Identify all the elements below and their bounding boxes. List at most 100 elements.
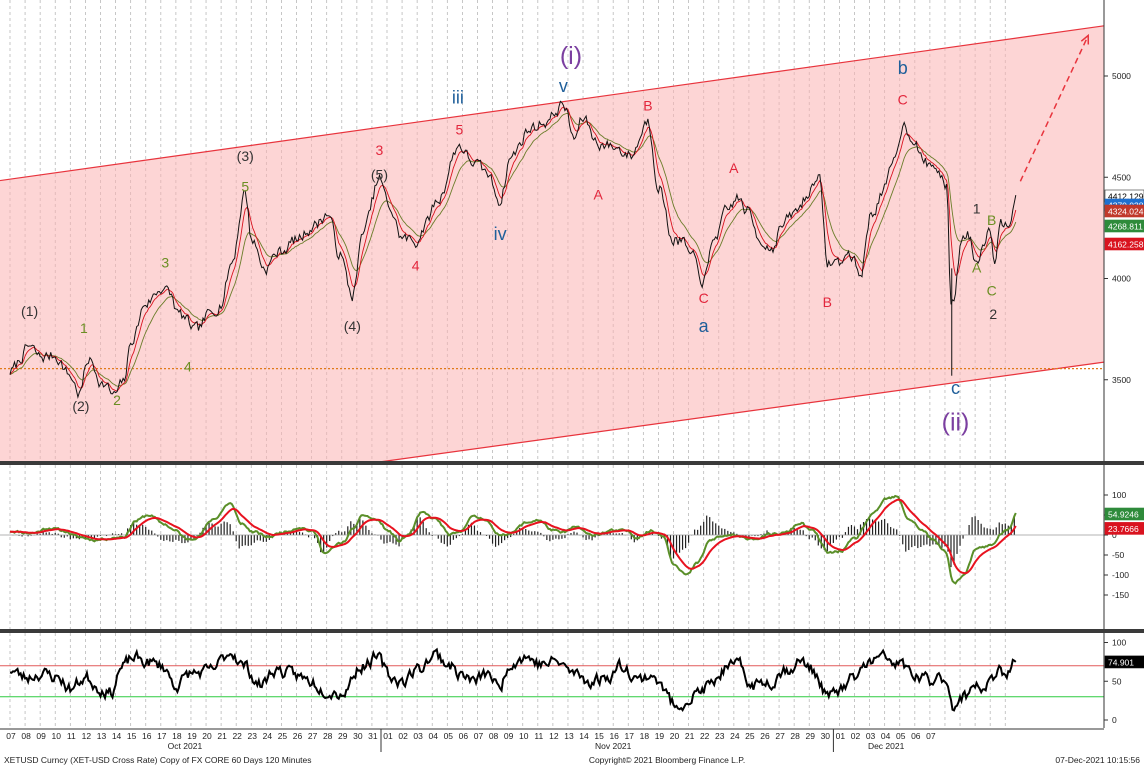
wave-label: A: [593, 187, 603, 203]
footer: XETUSD Curncy (XET-USD Cross Rate) Copy …: [4, 755, 1140, 765]
price-badge-bg: [1104, 237, 1144, 251]
x-tick-label: 15: [594, 731, 604, 741]
price-axis-tick-label: 4500: [1112, 172, 1131, 182]
price-badge-bg: [1104, 219, 1144, 233]
x-tick-label: 10: [52, 731, 62, 741]
wave-label: v: [559, 76, 568, 96]
x-tick-label: 02: [398, 731, 408, 741]
x-tick-label: 28: [790, 731, 800, 741]
wave-label: 2: [113, 392, 121, 408]
x-tick-label: 29: [338, 731, 348, 741]
wave-label: (4): [344, 318, 361, 334]
x-tick-label: 26: [760, 731, 770, 741]
osc-badge-bg: [1104, 507, 1144, 521]
wave-label: c: [951, 378, 960, 398]
wave-label: A: [972, 259, 982, 275]
x-tick-label: 12: [549, 731, 559, 741]
month-label: Dec 2021: [868, 741, 905, 751]
x-tick-label: 07: [6, 731, 16, 741]
panel-separator: [0, 461, 1144, 465]
x-tick-label: 12: [82, 731, 92, 741]
x-tick-label: 16: [142, 731, 152, 741]
wave-label: C: [987, 283, 997, 299]
wave-label: iv: [494, 224, 507, 244]
regression-channel-fill: [0, 25, 1104, 463]
x-tick-label: 06: [911, 731, 921, 741]
x-tick-label: 10: [519, 731, 529, 741]
price-badge: 4268.811: [1108, 222, 1143, 232]
x-tick-label: 04: [429, 731, 439, 741]
osc-axis-tick-label: 0: [1112, 530, 1117, 540]
wave-label: (2): [72, 398, 89, 414]
x-tick-label: 19: [655, 731, 665, 741]
x-tick-label: 16: [609, 731, 619, 741]
wave-label: B: [643, 97, 652, 113]
x-tick-label: 05: [444, 731, 454, 741]
x-tick-label: 25: [745, 731, 755, 741]
osc-axis-tick-label: -100: [1112, 570, 1129, 580]
x-tick-label: 01: [383, 731, 393, 741]
wave-label: 5: [241, 178, 249, 194]
channel-lower-line: [379, 361, 1105, 463]
rsi-panel: 0 50 100 74.901: [0, 633, 1144, 728]
wave-label: b: [898, 58, 908, 78]
month-label: Oct 2021: [168, 741, 203, 751]
price-badge: 4324.024: [1108, 207, 1144, 217]
footer-security-text: XETUSD Curncy (XET-USD Cross Rate) Copy …: [4, 755, 312, 765]
osc-axis-tick-label: -50: [1112, 550, 1125, 560]
x-tick-label: 23: [715, 731, 725, 741]
wave-label: C: [699, 290, 709, 306]
price-panel: (1)(2)1234(3)5(4)3(5)4iii5iv(i)vABACaBbC…: [0, 0, 1144, 463]
x-tick-label: 11: [67, 731, 76, 741]
projection-arrow-line: [1019, 35, 1089, 182]
price-axis-tick-label: 3500: [1112, 375, 1131, 385]
wave-label: A: [729, 160, 739, 176]
x-tick-label: 26: [293, 731, 303, 741]
wave-label: 2: [989, 306, 997, 322]
wave-label: 5: [455, 122, 463, 138]
osc-axis-tick-label: -150: [1112, 590, 1129, 600]
price-line: [9, 100, 1017, 400]
wave-label: a: [699, 316, 710, 336]
x-tick-label: 06: [459, 731, 469, 741]
rsi-line: [9, 647, 1017, 712]
x-tick-label: 18: [640, 731, 650, 741]
x-tick-label: 14: [112, 731, 122, 741]
x-tick-label: 03: [413, 731, 423, 741]
rsi-axis-tick-label: 50: [1112, 676, 1122, 686]
x-tick-label: 30: [821, 731, 831, 741]
osc-badge: 23.7666: [1108, 524, 1139, 534]
x-tick-label: 15: [127, 731, 137, 741]
x-tick-label: 02: [851, 731, 861, 741]
x-tick-label: 19: [187, 731, 197, 741]
x-tick-label: 03: [866, 731, 876, 741]
wave-label: B: [823, 294, 832, 310]
x-tick-label: 05: [896, 731, 906, 741]
x-tick-label: 07: [474, 731, 484, 741]
x-tick-label: 21: [217, 731, 227, 741]
panel-separator: [0, 629, 1144, 633]
x-tick-label: 23: [248, 731, 258, 741]
wave-label: B: [987, 212, 996, 228]
x-tick-label: 30: [353, 731, 363, 741]
price-badge: 4162.258: [1108, 240, 1144, 250]
wave-label: iii: [452, 87, 464, 107]
price-fast-ma-line: [9, 106, 1017, 392]
wave-label: 3: [161, 254, 169, 270]
price-badge-bg: [1104, 204, 1144, 218]
x-tick-label: 29: [806, 731, 816, 741]
x-tick-label: 13: [564, 731, 574, 741]
x-tick-label: 11: [534, 731, 543, 741]
wave-label: (5): [371, 166, 388, 182]
channel-upper-line: [0, 25, 1105, 182]
wave-label: (1): [21, 303, 38, 319]
x-tick-label: 27: [308, 731, 318, 741]
month-label: Nov 2021: [595, 741, 632, 751]
x-tick-label: 08: [21, 731, 31, 741]
price-axis-tick-label: 4000: [1112, 274, 1131, 284]
osc-red-line: [9, 498, 1017, 575]
x-tick-label: 20: [202, 731, 212, 741]
